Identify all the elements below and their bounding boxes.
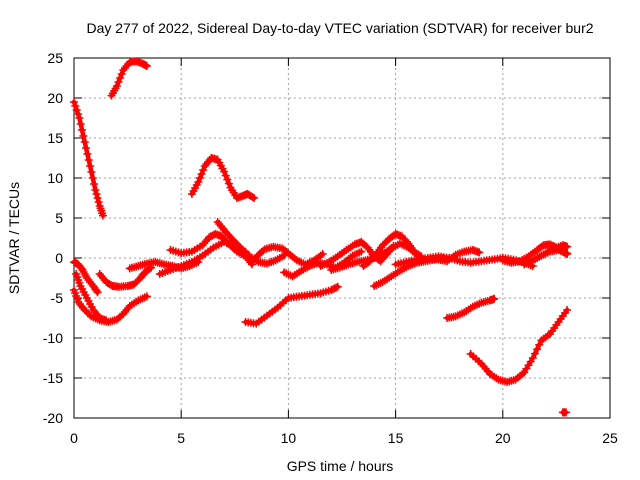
- series-layer: [70, 57, 572, 417]
- series-arc-03: [187, 154, 259, 202]
- series-arc-02: [107, 57, 151, 100]
- x-tick-label: 5: [177, 430, 185, 446]
- data-point: [74, 110, 83, 118]
- data-point: [71, 102, 80, 110]
- data-point: [87, 168, 96, 176]
- data-point: [102, 316, 111, 325]
- data-point: [490, 294, 499, 303]
- data-point: [82, 144, 91, 152]
- data-point: [199, 166, 208, 174]
- data-point: [92, 286, 101, 295]
- data-point: [563, 242, 572, 251]
- data-point: [533, 345, 542, 354]
- data-point: [72, 106, 81, 114]
- y-tick-label: 0: [55, 250, 63, 266]
- data-point: [84, 156, 93, 164]
- data-point: [112, 82, 121, 90]
- data-point: [94, 198, 103, 206]
- data-point: [79, 132, 88, 140]
- x-tick-label: 20: [495, 430, 511, 446]
- data-point: [528, 354, 537, 362]
- data-point: [70, 98, 78, 106]
- data-point: [222, 237, 231, 246]
- data-point: [117, 70, 126, 78]
- data-point: [333, 282, 342, 291]
- y-tick-label: -15: [43, 370, 63, 386]
- data-point: [142, 62, 151, 70]
- x-tick-label: 15: [388, 430, 404, 446]
- data-point: [75, 114, 84, 122]
- data-point: [224, 179, 233, 188]
- data-point: [197, 170, 206, 178]
- y-tick-label: 20: [47, 90, 63, 106]
- data-point: [221, 171, 230, 180]
- x-tick-label: 10: [281, 430, 297, 446]
- series-arc-23: [524, 241, 572, 266]
- y-axis-title: SDTVAR / TECUs: [6, 182, 22, 294]
- data-point: [91, 186, 100, 194]
- data-point: [92, 190, 101, 198]
- series-arc-26: [558, 408, 571, 417]
- data-point: [86, 162, 95, 170]
- data-point: [142, 292, 151, 301]
- data-point: [114, 78, 123, 86]
- data-point: [563, 306, 572, 314]
- data-point: [357, 247, 366, 256]
- y-tick-label: 25: [47, 50, 63, 66]
- y-tick-label: 15: [47, 130, 63, 146]
- data-point: [93, 194, 102, 202]
- x-axis-title: GPS time / hours: [287, 458, 394, 474]
- series-arc-06: [72, 270, 111, 325]
- series-arc-24: [443, 294, 499, 322]
- data-point: [250, 194, 259, 202]
- data-point: [220, 167, 229, 176]
- data-point: [76, 120, 85, 128]
- series-arc-13: [241, 282, 342, 328]
- x-tick-label: 0: [70, 430, 78, 446]
- series-arc-01: [70, 98, 107, 220]
- data-point: [223, 175, 232, 184]
- series-arc-07: [95, 263, 156, 291]
- x-tick-label: 25: [602, 430, 618, 446]
- y-tick-label: -20: [43, 410, 63, 426]
- data-point: [78, 126, 87, 134]
- y-tick-label: -10: [43, 330, 63, 346]
- y-tick-label: 10: [47, 170, 63, 186]
- data-point: [475, 248, 484, 257]
- data-point: [530, 349, 539, 358]
- data-point: [83, 150, 92, 158]
- ticks-layer: 0 5 10 15 20 25 -20 -15 -10 -5 0 5 10 15 20 25: [43, 50, 618, 446]
- data-point: [93, 288, 102, 297]
- data-point: [535, 340, 544, 349]
- data-point: [98, 211, 107, 220]
- data-point: [195, 174, 204, 182]
- series-arc-05: [70, 258, 102, 297]
- series-arc-25: [466, 306, 572, 386]
- y-tick-label: 5: [55, 210, 63, 226]
- data-point: [248, 193, 257, 201]
- data-point: [332, 283, 341, 292]
- data-point: [562, 408, 571, 417]
- data-point: [116, 74, 125, 82]
- series-arc-17: [359, 230, 426, 270]
- plot-frame: [73, 57, 611, 419]
- y-tick-label: -5: [51, 290, 64, 306]
- data-point: [80, 138, 89, 146]
- data-point: [318, 250, 327, 258]
- data-point: [88, 174, 97, 182]
- data-point: [194, 178, 203, 186]
- data-point: [90, 180, 99, 188]
- chart-title: Day 277 of 2022, Sidereal Day-to-day VTE…: [86, 20, 593, 36]
